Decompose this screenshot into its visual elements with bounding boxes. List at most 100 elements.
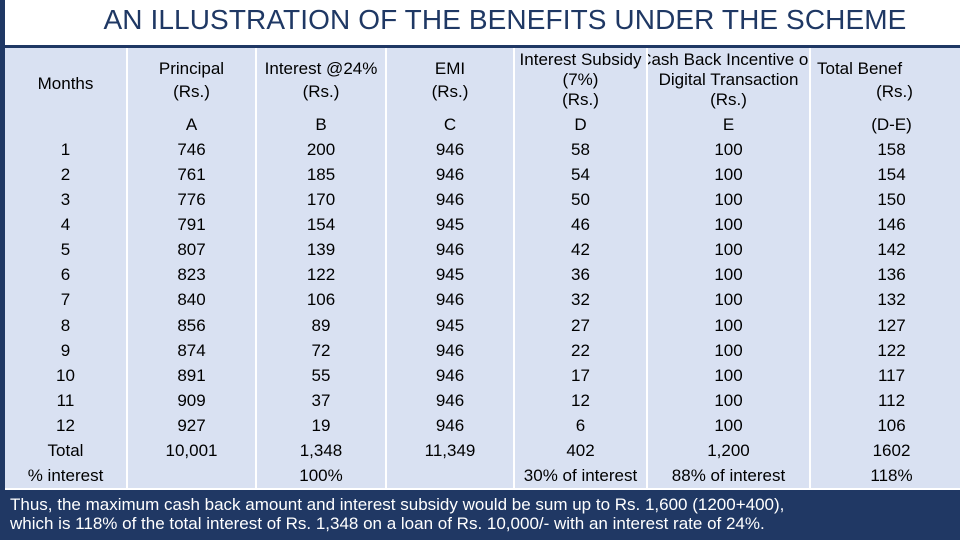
row-5-month: 5 xyxy=(5,237,126,263)
row-2-cashback: 100 xyxy=(648,162,809,188)
header-interest-label: Interest @24% xyxy=(264,59,378,78)
total-benefit: 1602 xyxy=(811,437,960,463)
summary-banner: Thus, the maximum cash back amount and i… xyxy=(0,490,960,540)
row-11-cashback: 100 xyxy=(648,387,809,413)
percent-cashback: 88% of interest xyxy=(648,462,809,488)
total-subsidy: 402 xyxy=(515,437,646,463)
header-subsidy-rate: (7%) xyxy=(562,70,599,89)
row-8-emi: 945 xyxy=(387,312,513,338)
row-8-month: 8 xyxy=(5,312,126,338)
row-11-emi: 946 xyxy=(387,387,513,413)
row-5-total: 142 xyxy=(811,237,960,263)
row-6-subsidy: 36 xyxy=(515,262,646,288)
row-3-month: 3 xyxy=(5,187,126,213)
summary-line-2: which is 118% of the total interest of R… xyxy=(10,514,765,533)
header-months-label: Months xyxy=(37,73,94,93)
row-9-principal: 874 xyxy=(128,337,255,363)
row-8-cashback: 100 xyxy=(648,312,809,338)
row-9-interest: 72 xyxy=(257,337,385,363)
header-months: Months xyxy=(5,48,126,112)
row-2-principal: 761 xyxy=(128,162,255,188)
row-12-month: 12 xyxy=(5,412,126,438)
row-11-principal: 909 xyxy=(128,387,255,413)
row-2-month: 2 xyxy=(5,162,126,188)
row-3-cashback: 100 xyxy=(648,187,809,213)
code-interest: B xyxy=(257,112,385,138)
row-10-month: 10 xyxy=(5,362,126,388)
row-9-cashback: 100 xyxy=(648,337,809,363)
percent-row-label: % interest xyxy=(5,462,126,488)
code-total: (D-E) xyxy=(811,112,960,138)
row-12-emi: 946 xyxy=(387,412,513,438)
row-1-total: 158 xyxy=(811,137,960,163)
row-12-cashback: 100 xyxy=(648,412,809,438)
total-principal: 10,001 xyxy=(128,437,255,463)
slide-title: AN ILLUSTRATION OF THE BENEFITS UNDER TH… xyxy=(103,4,907,35)
total-row-label: Total xyxy=(5,437,126,463)
row-8-principal: 856 xyxy=(128,312,255,338)
row-2-emi: 946 xyxy=(387,162,513,188)
header-cashback-label: Cash Back Incentive on xyxy=(648,50,809,69)
row-8-subsidy: 27 xyxy=(515,312,646,338)
row-4-emi: 945 xyxy=(387,212,513,238)
row-9-total: 122 xyxy=(811,337,960,363)
row-6-emi: 945 xyxy=(387,262,513,288)
header-total: Total Benef (Rs.) xyxy=(811,48,960,112)
header-total-label: Total Benef xyxy=(817,59,903,78)
header-subsidy: Interest Subsidy (7%) (Rs.) xyxy=(515,48,646,112)
row-5-subsidy: 42 xyxy=(515,237,646,263)
header-interest-unit: (Rs.) xyxy=(302,82,340,101)
row-2-interest: 185 xyxy=(257,162,385,188)
header-cashback-label-2: Digital Transaction xyxy=(658,70,799,89)
percent-principal xyxy=(128,462,255,488)
title-underline xyxy=(0,45,960,48)
row-6-cashback: 100 xyxy=(648,262,809,288)
row-4-cashback: 100 xyxy=(648,212,809,238)
row-4-principal: 791 xyxy=(128,212,255,238)
total-emi: 11,349 xyxy=(387,437,513,463)
header-emi-label: EMI xyxy=(434,59,466,78)
row-10-cashback: 100 xyxy=(648,362,809,388)
row-1-subsidy: 58 xyxy=(515,137,646,163)
header-principal-unit: (Rs.) xyxy=(173,82,210,101)
row-7-total: 132 xyxy=(811,287,960,313)
row-2-total: 154 xyxy=(811,162,960,188)
summary-line-1: Thus, the maximum cash back amount and i… xyxy=(10,495,785,514)
row-2-subsidy: 54 xyxy=(515,162,646,188)
header-principal-label: Principal xyxy=(158,59,225,78)
row-4-subsidy: 46 xyxy=(515,212,646,238)
row-1-principal: 746 xyxy=(128,137,255,163)
total-cashback: 1,200 xyxy=(648,437,809,463)
row-7-month: 7 xyxy=(5,287,126,313)
row-5-principal: 807 xyxy=(128,237,255,263)
row-10-interest: 55 xyxy=(257,362,385,388)
row-5-interest: 139 xyxy=(257,237,385,263)
row-10-emi: 946 xyxy=(387,362,513,388)
percent-interest: 100% xyxy=(257,462,385,488)
row-1-emi: 946 xyxy=(387,137,513,163)
header-subsidy-unit: (Rs.) xyxy=(562,90,599,109)
header-interest: Interest @24% (Rs.) xyxy=(257,48,385,112)
row-7-cashback: 100 xyxy=(648,287,809,313)
row-8-interest: 89 xyxy=(257,312,385,338)
row-12-total: 106 xyxy=(811,412,960,438)
row-1-cashback: 100 xyxy=(648,137,809,163)
row-12-subsidy: 6 xyxy=(515,412,646,438)
row-9-month: 9 xyxy=(5,337,126,363)
row-8-total: 127 xyxy=(811,312,960,338)
row-6-total: 136 xyxy=(811,262,960,288)
row-3-subsidy: 50 xyxy=(515,187,646,213)
row-12-principal: 927 xyxy=(128,412,255,438)
row-7-emi: 946 xyxy=(387,287,513,313)
percent-subsidy: 30% of interest xyxy=(515,462,646,488)
header-total-unit: (Rs.) xyxy=(876,82,913,101)
header-emi: EMI (Rs.) xyxy=(387,48,513,112)
header-principal: Principal (Rs.) xyxy=(128,48,255,112)
row-3-interest: 170 xyxy=(257,187,385,213)
code-cashback: E xyxy=(648,112,809,138)
row-11-month: 11 xyxy=(5,387,126,413)
percent-emi xyxy=(387,462,513,488)
row-4-interest: 154 xyxy=(257,212,385,238)
row-12-interest: 19 xyxy=(257,412,385,438)
code-months xyxy=(5,112,126,138)
